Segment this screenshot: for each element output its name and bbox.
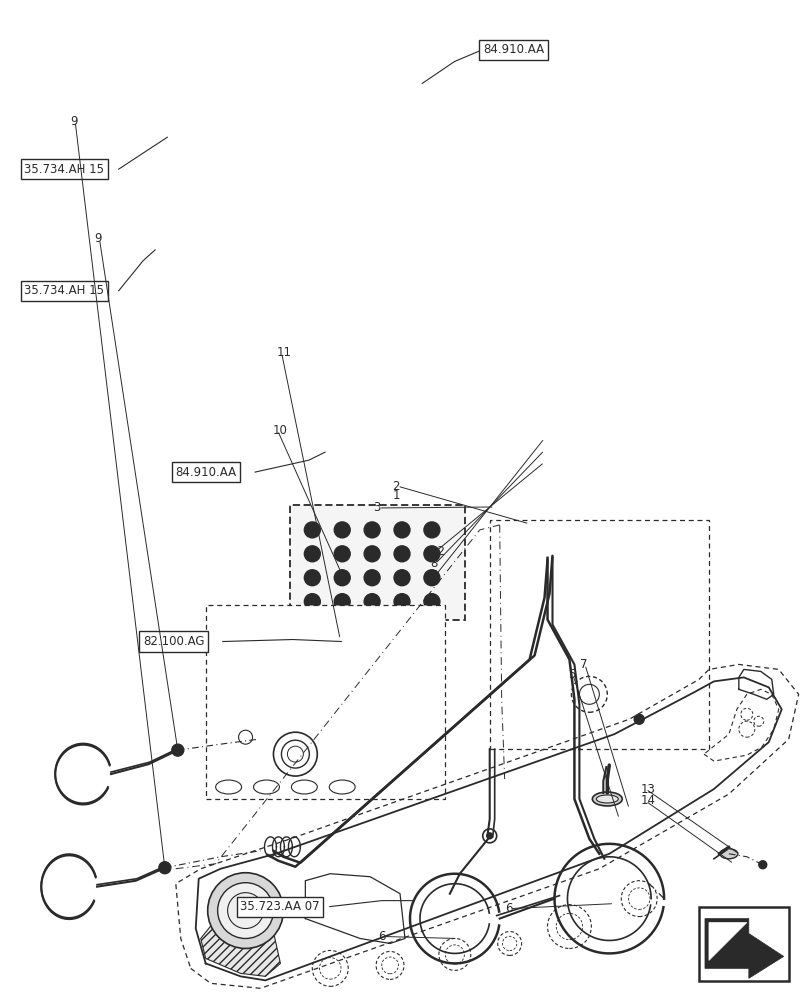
Circle shape (423, 594, 440, 610)
Circle shape (334, 546, 350, 562)
Circle shape (393, 594, 410, 610)
Circle shape (304, 594, 320, 610)
Circle shape (208, 873, 283, 948)
Ellipse shape (595, 795, 617, 803)
Circle shape (423, 546, 440, 562)
Text: 5: 5 (567, 668, 574, 681)
Circle shape (757, 861, 766, 869)
Text: 9: 9 (70, 115, 78, 128)
Text: 6: 6 (504, 902, 512, 915)
Polygon shape (200, 909, 280, 976)
Circle shape (172, 744, 183, 756)
Circle shape (363, 570, 380, 586)
Text: 2: 2 (392, 480, 399, 493)
Circle shape (393, 522, 410, 538)
Circle shape (304, 570, 320, 586)
Text: 11: 11 (277, 346, 291, 359)
Circle shape (363, 594, 380, 610)
Text: 14: 14 (640, 794, 654, 807)
Text: 9: 9 (94, 232, 102, 245)
Circle shape (217, 883, 273, 938)
Circle shape (363, 522, 380, 538)
Text: 35.734.AH 15: 35.734.AH 15 (24, 163, 104, 176)
Circle shape (159, 862, 170, 874)
FancyBboxPatch shape (489, 520, 708, 749)
Text: 1: 1 (392, 489, 399, 502)
FancyBboxPatch shape (698, 907, 787, 981)
Ellipse shape (592, 792, 621, 806)
Polygon shape (704, 919, 783, 978)
Circle shape (423, 570, 440, 586)
Circle shape (334, 570, 350, 586)
Circle shape (633, 714, 643, 724)
Circle shape (334, 522, 350, 538)
Text: 84.910.AA: 84.910.AA (175, 466, 236, 479)
FancyBboxPatch shape (290, 505, 464, 620)
Text: 6: 6 (377, 930, 384, 943)
Circle shape (393, 546, 410, 562)
Polygon shape (708, 923, 746, 960)
Text: 10: 10 (272, 424, 287, 437)
Circle shape (304, 546, 320, 562)
Text: 8: 8 (430, 557, 437, 570)
Text: 13: 13 (640, 783, 654, 796)
Text: 35.723.AA 07: 35.723.AA 07 (240, 900, 320, 913)
Text: 4: 4 (430, 569, 437, 582)
Circle shape (393, 570, 410, 586)
Text: 35.734.AH 15: 35.734.AH 15 (24, 284, 104, 297)
Text: 3: 3 (373, 501, 380, 514)
Circle shape (486, 833, 492, 839)
Circle shape (304, 522, 320, 538)
Text: 82.100.AG: 82.100.AG (143, 635, 204, 648)
Circle shape (423, 522, 440, 538)
Text: 12: 12 (430, 545, 444, 558)
Text: 7: 7 (579, 658, 587, 671)
Circle shape (483, 829, 496, 843)
Circle shape (334, 594, 350, 610)
FancyBboxPatch shape (205, 605, 444, 799)
Ellipse shape (719, 849, 737, 859)
Circle shape (363, 546, 380, 562)
Text: 84.910.AA: 84.910.AA (483, 43, 543, 56)
